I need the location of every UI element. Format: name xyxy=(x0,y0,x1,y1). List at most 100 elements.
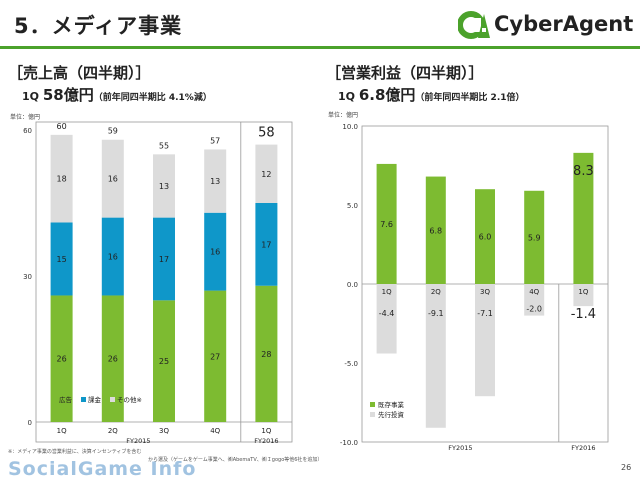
profit-bar-existing xyxy=(475,189,495,284)
sales-bar-ads xyxy=(255,285,278,422)
sales-data-label: 17 xyxy=(261,240,271,249)
profit-data-label: -2.0 xyxy=(526,305,542,314)
profit-bar-investment xyxy=(573,284,594,307)
sales-legend-label: その他※ xyxy=(117,395,142,404)
profit-unit-label: 単位：億円 xyxy=(328,111,358,119)
sales-bar-other xyxy=(101,139,124,218)
profit-xtick-label: 2Q xyxy=(431,288,441,296)
sales-total-label: 60 xyxy=(57,122,67,131)
profit-bar-existing xyxy=(425,176,446,284)
sales-total-label: 57 xyxy=(210,136,220,145)
profit-data-label: 6.8 xyxy=(429,226,442,235)
profit-bar-investment xyxy=(475,284,495,397)
sales-group-label: FY2016 xyxy=(254,437,278,445)
profit-bar-investment xyxy=(425,284,446,428)
cyberagent-logo-icon xyxy=(458,11,490,39)
profit-legend-label: 既存事業 xyxy=(378,400,405,409)
profit-data-label: -7.1 xyxy=(477,309,493,318)
sales-plot-frame xyxy=(35,121,293,443)
sales-xtick-label: 3Q xyxy=(159,427,169,435)
profit-sub-prefix: 1Q xyxy=(338,90,359,103)
sales-bar-ads xyxy=(204,290,227,422)
sales-sub-value: 58億円 xyxy=(42,86,94,104)
logo-text: CyberAgent xyxy=(494,12,634,36)
sales-legend-label: 広告 xyxy=(59,395,73,404)
sales-bar-billing xyxy=(255,203,278,286)
sales-total-label: 55 xyxy=(159,141,169,150)
profit-heading: ［営業利益（四半期）］ xyxy=(326,64,484,82)
watermark: SocialGame Info xyxy=(8,458,197,480)
slide-title: 5．メディア事業 xyxy=(14,14,183,38)
profit-xtick-label: 4Q xyxy=(529,288,539,296)
sales-bar-billing xyxy=(153,217,175,301)
profit-data-label: -9.1 xyxy=(428,309,444,318)
sales-legend-swatch xyxy=(110,397,115,402)
profit-legend-swatch xyxy=(370,402,375,407)
sales-data-label: 28 xyxy=(261,350,271,359)
sales-data-label: 27 xyxy=(210,352,220,361)
profit-bar-investment xyxy=(376,284,397,354)
sales-data-label: 16 xyxy=(210,248,220,257)
sales-data-label: 26 xyxy=(57,355,67,364)
profit-ytick-label: -5.0 xyxy=(344,360,358,368)
profit-data-label: 5.9 xyxy=(528,233,541,242)
profit-data-label: -1.4 xyxy=(571,307,596,322)
sales-bar-ads xyxy=(153,300,175,422)
sales-bar-other xyxy=(204,149,227,213)
profit-group-label: FY2015 xyxy=(448,444,472,452)
sales-total-label: 59 xyxy=(108,127,118,136)
profit-bar-existing xyxy=(376,163,397,284)
sales-data-label: 13 xyxy=(159,182,169,191)
sales-bar-other xyxy=(153,154,175,218)
profit-xtick-label: 3Q xyxy=(480,288,490,296)
profit-sub-note: （前年同四半期比 2.1倍） xyxy=(415,93,525,103)
sales-sub-note: （前年同四半期比 4.1%減） xyxy=(93,93,212,103)
sales-bar-other xyxy=(50,134,73,223)
sales-unit-label: 単位：億円 xyxy=(10,113,40,121)
profit-xtick-label: 1Q xyxy=(382,288,392,296)
title-rule xyxy=(0,46,640,49)
profit-data-label: 8.3 xyxy=(573,164,594,179)
sales-xtick-label: 2Q xyxy=(108,427,118,435)
sales-ytick-label: 30 xyxy=(23,273,32,281)
profit-ytick-label: 10.0 xyxy=(342,123,358,131)
profit-data-label: 6.0 xyxy=(479,233,492,242)
sales-total-label: 58 xyxy=(258,126,275,141)
profit-xtick-label: 1Q xyxy=(578,288,588,296)
profit-ytick-label: 5.0 xyxy=(347,202,358,210)
footnote-line-1: ※：メディア事業の営業利益に、決算インセンティブを含む xyxy=(8,449,142,455)
sales-subheading: 1Q 58億円（前年同四半期比 4.1%減） xyxy=(22,84,212,105)
sales-bar-ads xyxy=(50,295,73,422)
profit-bar-existing xyxy=(524,190,545,284)
sales-bar-billing xyxy=(101,217,124,296)
sales-data-label: 17 xyxy=(159,255,169,264)
sales-heading: ［売上高（四半期）］ xyxy=(8,64,151,82)
sales-sub-prefix: 1Q xyxy=(22,90,43,103)
profit-legend-label: 先行投資 xyxy=(378,410,405,419)
sales-data-label: 13 xyxy=(210,177,220,186)
sales-bar-ads xyxy=(101,295,124,422)
profit-data-label: 7.6 xyxy=(380,220,393,229)
sales-legend-swatch xyxy=(52,397,57,402)
company-logo: CyberAgent xyxy=(458,8,633,42)
footnote-line-2: から選及（ゲームをゲーム事業へ、㈱AbemaTV、㈱Ｉgogo等他6社を追加） xyxy=(148,457,323,463)
sales-bar-other xyxy=(255,144,278,203)
profit-subheading: 1Q 6.8億円（前年同四半期比 2.1倍） xyxy=(338,84,525,105)
profit-legend-swatch xyxy=(370,412,375,417)
page-number: 26 xyxy=(621,463,632,472)
profit-sub-value: 6.8億円 xyxy=(358,86,416,104)
profit-group-label: FY2016 xyxy=(571,444,595,452)
profit-data-label: -4.4 xyxy=(379,309,395,318)
sales-data-label: 16 xyxy=(108,253,118,262)
sales-group-label: FY2015 xyxy=(126,437,150,445)
profit-bar-existing xyxy=(573,152,594,284)
sales-legend-label: 課金 xyxy=(88,395,102,404)
sales-data-label: 16 xyxy=(108,175,118,184)
sales-ytick-label: 60 xyxy=(23,127,32,135)
sales-legend-swatch xyxy=(81,397,86,402)
sales-data-label: 15 xyxy=(57,255,67,264)
profit-bar-investment xyxy=(524,284,545,316)
profit-ytick-label: 0.0 xyxy=(347,281,358,289)
sales-xtick-label: 4Q xyxy=(210,427,220,435)
